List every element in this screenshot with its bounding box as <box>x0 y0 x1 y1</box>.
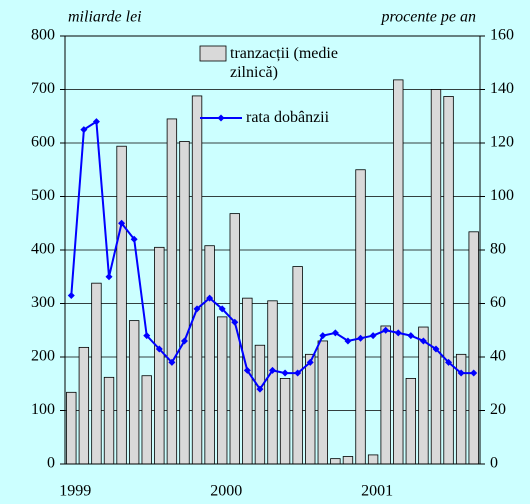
bar <box>292 266 303 465</box>
rate-marker <box>118 219 126 227</box>
rate-marker <box>168 358 176 366</box>
rate-marker <box>470 369 478 377</box>
y2-axis-label: procente pe an <box>381 9 476 26</box>
bar <box>367 454 379 465</box>
y-tick-label: 700 <box>31 80 55 97</box>
y-tick-label: 0 <box>47 455 55 472</box>
rate-marker <box>294 369 302 377</box>
bar <box>116 145 127 465</box>
bar <box>430 89 442 465</box>
bar <box>468 231 479 465</box>
bar <box>242 297 253 465</box>
y2-tick-label: 40 <box>490 348 506 365</box>
rate-marker <box>143 332 151 340</box>
y2-tick-label: 140 <box>490 80 514 97</box>
y2-tick-label: 160 <box>490 27 514 44</box>
rate-marker <box>269 366 276 374</box>
y-tick-label: 400 <box>31 241 55 258</box>
rate-marker <box>67 291 75 299</box>
bar <box>418 326 429 465</box>
y2-tick-label: 0 <box>490 455 498 472</box>
bar <box>78 346 90 465</box>
rate-marker <box>319 332 327 340</box>
y-axis-label: miliarde lei <box>68 9 142 26</box>
bar <box>279 377 291 465</box>
x-tick-label: 2001 <box>361 483 393 500</box>
y2-tick-label: 80 <box>490 241 506 258</box>
rate-marker <box>105 273 113 281</box>
y-tick-label: 500 <box>31 187 55 204</box>
bar <box>317 340 328 465</box>
rate-marker <box>331 329 339 337</box>
y2-tick-label: 100 <box>490 187 514 204</box>
bar <box>355 169 366 465</box>
bar <box>254 344 266 465</box>
bar <box>166 118 178 465</box>
bar <box>217 316 228 465</box>
legend-bar-swatch <box>199 45 227 62</box>
y-tick-label: 600 <box>31 134 55 151</box>
bar <box>204 245 215 465</box>
bar <box>91 282 102 465</box>
rate-marker <box>218 305 226 313</box>
bar <box>179 140 190 465</box>
rate-marker <box>357 334 365 342</box>
rate-marker <box>243 366 251 374</box>
x-tick-label: 1999 <box>59 483 91 500</box>
bar <box>405 377 417 465</box>
rate-marker <box>306 358 314 366</box>
y2-tick-label: 60 <box>490 294 506 311</box>
bar <box>66 391 77 465</box>
x-tick-label: 2000 <box>210 483 242 500</box>
y2-tick-label: 20 <box>490 401 506 418</box>
rate-marker <box>155 345 163 353</box>
legend-bar-label: tranzacții (medie zilnică) <box>230 45 338 81</box>
legend-line-label: rata dobânzii <box>246 109 330 126</box>
rate-marker <box>445 358 453 366</box>
rate-marker <box>419 337 427 345</box>
bar <box>393 79 404 465</box>
y-tick-label: 100 <box>31 401 55 418</box>
bar <box>267 300 278 465</box>
bar <box>103 376 115 465</box>
rate-marker <box>394 329 402 337</box>
rate-marker <box>382 326 390 334</box>
rate-marker <box>80 126 88 134</box>
bar <box>191 95 203 465</box>
bar <box>330 458 341 465</box>
rate-marker <box>344 337 352 345</box>
bar <box>141 375 152 465</box>
bar <box>128 320 140 465</box>
rate-marker <box>369 332 377 340</box>
rate-marker <box>92 118 100 126</box>
rate-marker <box>231 318 239 326</box>
rate-marker <box>281 369 289 377</box>
bar <box>342 456 354 465</box>
y2-tick-label: 120 <box>490 134 514 151</box>
rate-marker <box>193 305 201 313</box>
bar <box>380 325 391 465</box>
rate-marker <box>432 345 440 353</box>
y-tick-label: 200 <box>31 348 55 365</box>
rate-marker <box>180 337 188 345</box>
rate-marker <box>130 235 138 243</box>
rate-marker <box>256 385 264 393</box>
bar <box>443 96 454 465</box>
y-tick-label: 800 <box>31 27 55 44</box>
rate-marker <box>457 369 465 377</box>
y-tick-label: 300 <box>31 294 55 311</box>
rate-marker <box>206 294 214 302</box>
legend-line-marker <box>217 114 225 122</box>
plot-frame <box>64 35 481 465</box>
bar <box>305 353 316 465</box>
rate-marker <box>407 332 415 340</box>
bar <box>154 246 165 465</box>
